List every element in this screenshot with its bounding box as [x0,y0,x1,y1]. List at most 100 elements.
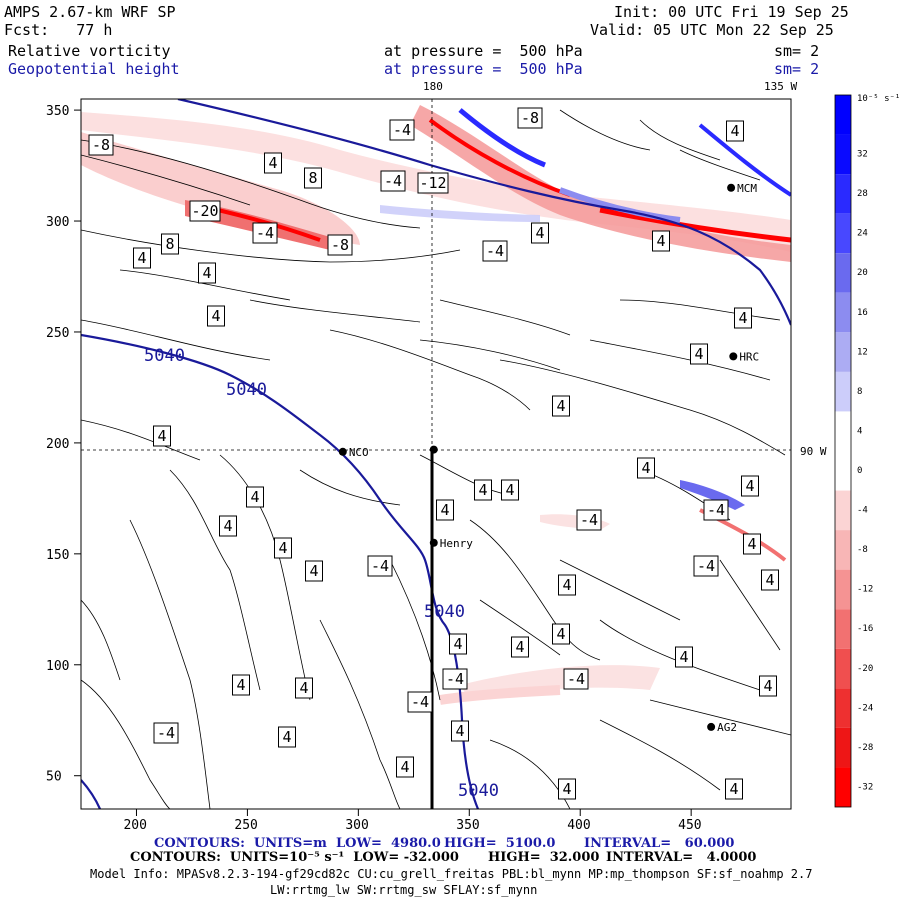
vorticity-label: -12 [417,172,449,194]
vorticity-label: 4 [436,499,454,521]
svg-text:4: 4 [157,427,166,445]
svg-text:4: 4 [299,679,308,697]
station-marker [429,445,438,454]
vorticity-label: 4 [531,222,549,244]
svg-text:8: 8 [165,235,174,253]
svg-text:4: 4 [309,562,318,580]
vorticity-label: 4 [219,515,237,537]
vorticity-label: 4 [264,152,282,174]
svg-text:4: 4 [453,635,462,653]
svg-text:4: 4 [478,481,487,499]
x-tick-label: 450 [678,818,701,833]
y-tick-label: 300 [46,215,69,230]
map-frame [80,98,792,810]
svg-text:-4: -4 [256,224,274,242]
svg-text:4: 4 [250,488,259,506]
model-physics: LW:rrtmg_lw SW:rrtmg_sw SFLAY:sf_mynn [270,883,538,897]
vorticity-label: 4 [725,778,743,800]
valid-time: Valid: 05 UTC Mon 22 Sep 25 [590,21,834,39]
svg-text:4: 4 [211,307,220,325]
vorticity-label: -4 [703,499,729,521]
x-tick-label: 250 [234,818,257,833]
svg-text:4: 4 [202,264,211,282]
x-axis: 200 250 300 350 400 450 [123,809,702,833]
vorticity-label: 4 [637,457,655,479]
vorticity-label: 4 [741,475,759,497]
svg-text:4: 4 [282,728,291,746]
station-label: Henry [440,537,473,550]
station-mcm: MCM [727,182,757,195]
y-tick-label: 150 [46,548,69,563]
vorticity-label: 4 [396,756,414,778]
svg-text:-8: -8 [331,236,349,254]
svg-text:-20: -20 [191,202,218,220]
height-contour-high: HIGH= 5100.0 [444,836,556,851]
y-tick-label: 250 [46,326,69,341]
vorticity-label: -8 [517,107,543,129]
vorticity-label: 8 [161,233,179,255]
station-label: NCO [349,446,369,459]
vorticity-label: -4 [576,509,602,531]
vorticity-label: 4 [761,569,779,591]
model-title: AMPS 2.67-km WRF SP [4,3,176,21]
vorticity-contour-high: HIGH= 32.000 [488,850,600,865]
station-NCO: NCO [338,446,369,459]
station-marker [707,722,716,731]
vorticity-label: 8 [304,167,322,189]
svg-text:-4: -4 [446,670,464,688]
y-tick-label: 350 [46,104,69,119]
svg-text:4: 4 [223,517,232,535]
svg-text:4: 4 [562,576,571,594]
vorticity-label: 4 [278,726,296,748]
vorticity-label: 4 [558,778,576,800]
vorticity-label: -20 [189,200,221,222]
station-marker [338,447,347,456]
svg-text:-4: -4 [393,121,411,139]
vorticity-label: 4 [198,262,216,284]
station-hrc: HRC [729,350,759,363]
height-label: 5040 [458,781,499,801]
x-tick-label: 400 [567,818,590,833]
station-henry: Henry [429,537,473,550]
field2-name: Geopotential height [8,60,180,78]
svg-text:4: 4 [765,571,774,589]
svg-text:4: 4 [747,535,756,553]
svg-text:4: 4 [137,249,146,267]
lon-label-90w: 90 W [800,445,827,458]
height-contours [81,99,791,809]
svg-text:-4: -4 [157,724,175,742]
x-tick-label: 200 [123,818,146,833]
svg-text:-4: -4 [697,557,715,575]
vorticity-label: -4 [442,668,468,690]
y-tick-label: 200 [46,437,69,452]
vorticity-label: 4 [743,533,761,555]
height-contour-interval: INTERVAL= 60.000 [584,836,735,851]
svg-text:-4: -4 [384,172,402,190]
vorticity-label: -4 [693,555,719,577]
vorticity-label: -8 [88,134,114,156]
vorticity-label: 4 [675,646,693,668]
vorticity-label: 4 [305,560,323,582]
vorticity-label: 4 [295,677,313,699]
station-label: HRC [739,350,759,363]
vorticity-label: -8 [327,234,353,256]
svg-text:-8: -8 [92,136,110,154]
svg-text:-4: -4 [707,501,725,519]
stations: NCO Henry HRC AG2 MCM [338,182,759,734]
svg-text:8: 8 [308,169,317,187]
svg-text:4: 4 [278,539,287,557]
vorticity-label: 4 [153,425,171,447]
y-tick-label: 100 [46,659,69,674]
station-ag2: AG2 [707,721,737,734]
svg-text:-8: -8 [521,109,539,127]
lon-label-180: 180 [423,80,443,93]
vorticity-label: -4 [482,240,508,262]
x-tick-label: 350 [456,818,479,833]
vorticity-label: 4 [474,479,492,501]
svg-text:-4: -4 [411,693,429,711]
svg-text:4: 4 [236,676,245,694]
height-label: 5040 [144,346,185,366]
svg-text:-12: -12 [419,174,446,192]
vorticity-label: 4 [451,720,469,742]
